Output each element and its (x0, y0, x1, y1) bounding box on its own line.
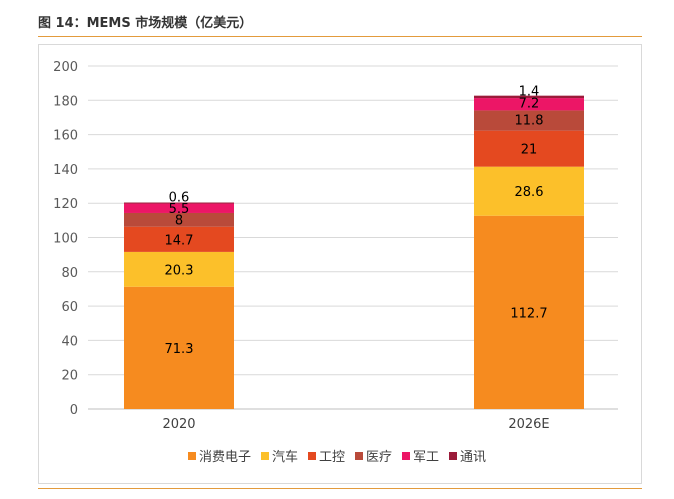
x-tick-label-2020: 2020 (162, 417, 195, 432)
legend-swatch (449, 451, 458, 460)
data-label-2020-通讯: 0.6 (169, 191, 190, 206)
y-tick-label-80: 80 (61, 266, 78, 281)
data-label-2026E-消费电子: 112.7 (510, 306, 547, 321)
bar-segment-2026E-医疗 (474, 110, 584, 131)
bar-segment-2020-军工 (124, 203, 234, 213)
y-tick-label-20: 20 (61, 369, 78, 384)
bar-segment-2020-汽车 (124, 251, 234, 287)
bar-segment-2026E-消费电子 (474, 215, 584, 409)
chart-frame (38, 44, 642, 484)
data-label-2020-消费电子: 71.3 (165, 342, 194, 357)
chart-legend: 消费电子 汽车 工控 医疗 军工 通讯 (0, 446, 674, 465)
y-tick-label-120: 120 (53, 197, 78, 212)
legend-label: 工控 (318, 450, 345, 465)
y-tick-label-0: 0 (70, 403, 78, 418)
y-tick-label-180: 180 (53, 94, 78, 109)
bar-segment-2020-消费电子 (124, 286, 234, 409)
data-label-2026E-医疗: 11.8 (515, 114, 544, 129)
data-label-2020-军工: 5.5 (169, 202, 190, 217)
figure-title: 图 14：MEMS 市场规模（亿美元） (38, 16, 253, 31)
bar-segment-2020-通讯 (124, 202, 234, 204)
legend-label: 军工 (413, 450, 440, 465)
data-label-2020-工控: 14.7 (165, 233, 194, 248)
data-label-2020-汽车: 20.3 (165, 263, 194, 278)
legend-item-医疗: 医疗 (355, 446, 392, 465)
title-divider (38, 36, 642, 37)
data-label-2026E-汽车: 28.6 (515, 185, 544, 200)
bar-segment-2026E-汽车 (474, 166, 584, 216)
legend-swatch (355, 451, 363, 460)
bar-segment-2026E-通讯 (474, 95, 584, 99)
legend-item-军工: 军工 (402, 446, 439, 465)
y-tick-label-100: 100 (53, 232, 78, 247)
data-label-2026E-通讯: 1.4 (519, 85, 540, 100)
bar-segment-2026E-军工 (474, 98, 584, 111)
data-label-2026E-工控: 21 (521, 143, 538, 158)
data-label-2020-医疗: 8 (175, 214, 183, 229)
legend-swatch (307, 451, 316, 460)
legend-swatch (260, 451, 269, 460)
legend-item-通讯: 通讯 (449, 446, 486, 465)
legend-label: 消费电子 (198, 450, 251, 465)
legend-item-消费电子: 消费电子 (187, 446, 251, 465)
legend-item-汽车: 汽车 (260, 446, 298, 465)
bar-segment-2020-医疗 (124, 212, 234, 227)
footer-divider (38, 488, 642, 489)
legend-swatch (402, 451, 411, 460)
data-label-2026E-军工: 7.2 (519, 96, 540, 111)
y-tick-label-140: 140 (53, 163, 78, 178)
y-tick-label-200: 200 (53, 60, 78, 75)
legend-label: 通讯 (460, 450, 487, 465)
bar-segment-2020-工控 (124, 226, 234, 252)
x-tick-label-2026E: 2026E (508, 417, 549, 432)
legend-item-工控: 工控 (307, 446, 345, 465)
legend-label: 医疗 (366, 450, 393, 465)
bar-segment-2026E-工控 (474, 130, 584, 167)
y-tick-label-40: 40 (61, 334, 78, 349)
y-tick-label-60: 60 (61, 300, 78, 315)
legend-swatch (187, 451, 196, 460)
y-tick-label-160: 160 (53, 129, 78, 144)
legend-label: 汽车 (271, 450, 298, 465)
